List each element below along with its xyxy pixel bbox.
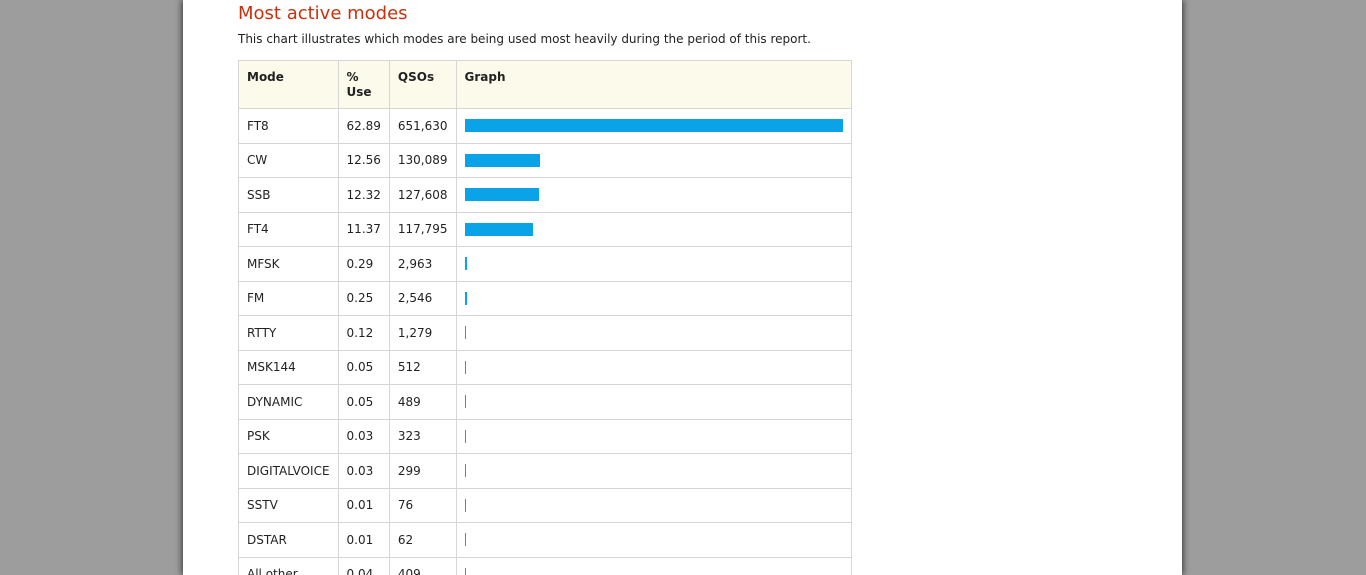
table-row: CW 12.56 130,089 xyxy=(238,142,852,178)
modes-table: Mode % Use QSOs Graph FT8 62.89 651,630 CW 12… xyxy=(238,60,852,575)
section-title: Most active modes xyxy=(238,3,408,24)
qsos-cell: 130,089 xyxy=(388,142,457,178)
pct-cell: 0.03 xyxy=(337,453,390,489)
qsos-cell: 2,546 xyxy=(388,280,457,316)
mode-cell: RTTY xyxy=(238,315,339,351)
graph-cell xyxy=(455,315,852,351)
graph-cell xyxy=(455,487,852,523)
mode-cell: DIGITALVOICE xyxy=(238,453,339,489)
qsos-cell: 409 xyxy=(388,556,457,575)
mode-cell: DYNAMIC xyxy=(238,384,339,420)
graph-cell xyxy=(455,418,852,454)
qsos-cell: 2,963 xyxy=(388,246,457,282)
pct-cell: 11.37 xyxy=(337,211,390,247)
table-row: All other 0.04 409 xyxy=(238,556,852,575)
qsos-cell: 76 xyxy=(388,487,457,523)
header-mode: Mode xyxy=(238,60,339,109)
table-row: FM 0.25 2,546 xyxy=(238,280,852,316)
pct-cell: 0.01 xyxy=(337,487,390,523)
usage-bar xyxy=(464,498,466,512)
qsos-cell: 127,608 xyxy=(388,177,457,213)
header-pct-symbol: % xyxy=(346,70,359,84)
usage-bar xyxy=(464,188,539,202)
mode-cell: FM xyxy=(238,280,339,316)
mode-cell: SSTV xyxy=(238,487,339,523)
usage-bar xyxy=(464,533,466,547)
table-row: DYNAMIC 0.05 489 xyxy=(238,384,852,420)
table-row: DSTAR 0.01 62 xyxy=(238,522,852,558)
usage-bar xyxy=(464,567,466,575)
header-pct-use: % Use xyxy=(337,60,390,109)
header-use: Use xyxy=(346,85,372,99)
pct-cell: 0.04 xyxy=(337,556,390,575)
mode-cell: PSK xyxy=(238,418,339,454)
header-graph: Graph xyxy=(455,60,852,109)
qsos-cell: 62 xyxy=(388,522,457,558)
graph-cell xyxy=(455,453,852,489)
graph-cell xyxy=(455,556,852,575)
graph-cell xyxy=(455,246,852,282)
mode-cell: FT8 xyxy=(238,108,339,144)
table-row: DIGITALVOICE 0.03 299 xyxy=(238,453,852,489)
mode-cell: MSK144 xyxy=(238,349,339,385)
qsos-cell: 512 xyxy=(388,349,457,385)
pct-cell: 0.29 xyxy=(337,246,390,282)
graph-cell xyxy=(455,349,852,385)
qsos-cell: 299 xyxy=(388,453,457,489)
table-row: SSTV 0.01 76 xyxy=(238,487,852,523)
usage-bar xyxy=(464,326,466,340)
table-row: PSK 0.03 323 xyxy=(238,418,852,454)
report-page: Most active modes This chart illustrates… xyxy=(183,0,1182,575)
mode-cell: FT4 xyxy=(238,211,339,247)
graph-cell xyxy=(455,522,852,558)
qsos-cell: 651,630 xyxy=(388,108,457,144)
pct-cell: 0.03 xyxy=(337,418,390,454)
qsos-cell: 1,279 xyxy=(388,315,457,351)
mode-cell: All other xyxy=(238,556,339,575)
table-row: RTTY 0.12 1,279 xyxy=(238,315,852,351)
mode-cell: MFSK xyxy=(238,246,339,282)
pct-cell: 0.25 xyxy=(337,280,390,316)
pct-cell: 0.05 xyxy=(337,384,390,420)
qsos-cell: 117,795 xyxy=(388,211,457,247)
table-row: MSK144 0.05 512 xyxy=(238,349,852,385)
graph-cell xyxy=(455,142,852,178)
usage-bar xyxy=(464,464,466,478)
usage-bar xyxy=(464,395,466,409)
qsos-cell: 489 xyxy=(388,384,457,420)
table-row: MFSK 0.29 2,963 xyxy=(238,246,852,282)
usage-bar xyxy=(464,257,467,271)
header-qsos: QSOs xyxy=(388,60,457,109)
usage-bar xyxy=(464,222,533,236)
graph-cell xyxy=(455,108,852,144)
usage-bar xyxy=(464,291,467,305)
pct-cell: 0.01 xyxy=(337,522,390,558)
pct-cell: 62.89 xyxy=(337,108,390,144)
qsos-cell: 323 xyxy=(388,418,457,454)
table-header-row: Mode % Use QSOs Graph xyxy=(238,60,852,109)
table-row: FT8 62.89 651,630 xyxy=(238,108,852,144)
section-description: This chart illustrates which modes are b… xyxy=(238,32,811,46)
pct-cell: 12.56 xyxy=(337,142,390,178)
table-row: SSB 12.32 127,608 xyxy=(238,177,852,213)
usage-bar xyxy=(464,429,466,443)
pct-cell: 0.12 xyxy=(337,315,390,351)
pct-cell: 0.05 xyxy=(337,349,390,385)
mode-cell: DSTAR xyxy=(238,522,339,558)
pct-cell: 12.32 xyxy=(337,177,390,213)
usage-bar xyxy=(464,360,466,374)
graph-cell xyxy=(455,384,852,420)
graph-cell xyxy=(455,211,852,247)
table-row: FT4 11.37 117,795 xyxy=(238,211,852,247)
mode-cell: SSB xyxy=(238,177,339,213)
mode-cell: CW xyxy=(238,142,339,178)
graph-cell xyxy=(455,280,852,316)
usage-bar xyxy=(464,153,541,167)
graph-cell xyxy=(455,177,852,213)
usage-bar xyxy=(464,119,843,133)
